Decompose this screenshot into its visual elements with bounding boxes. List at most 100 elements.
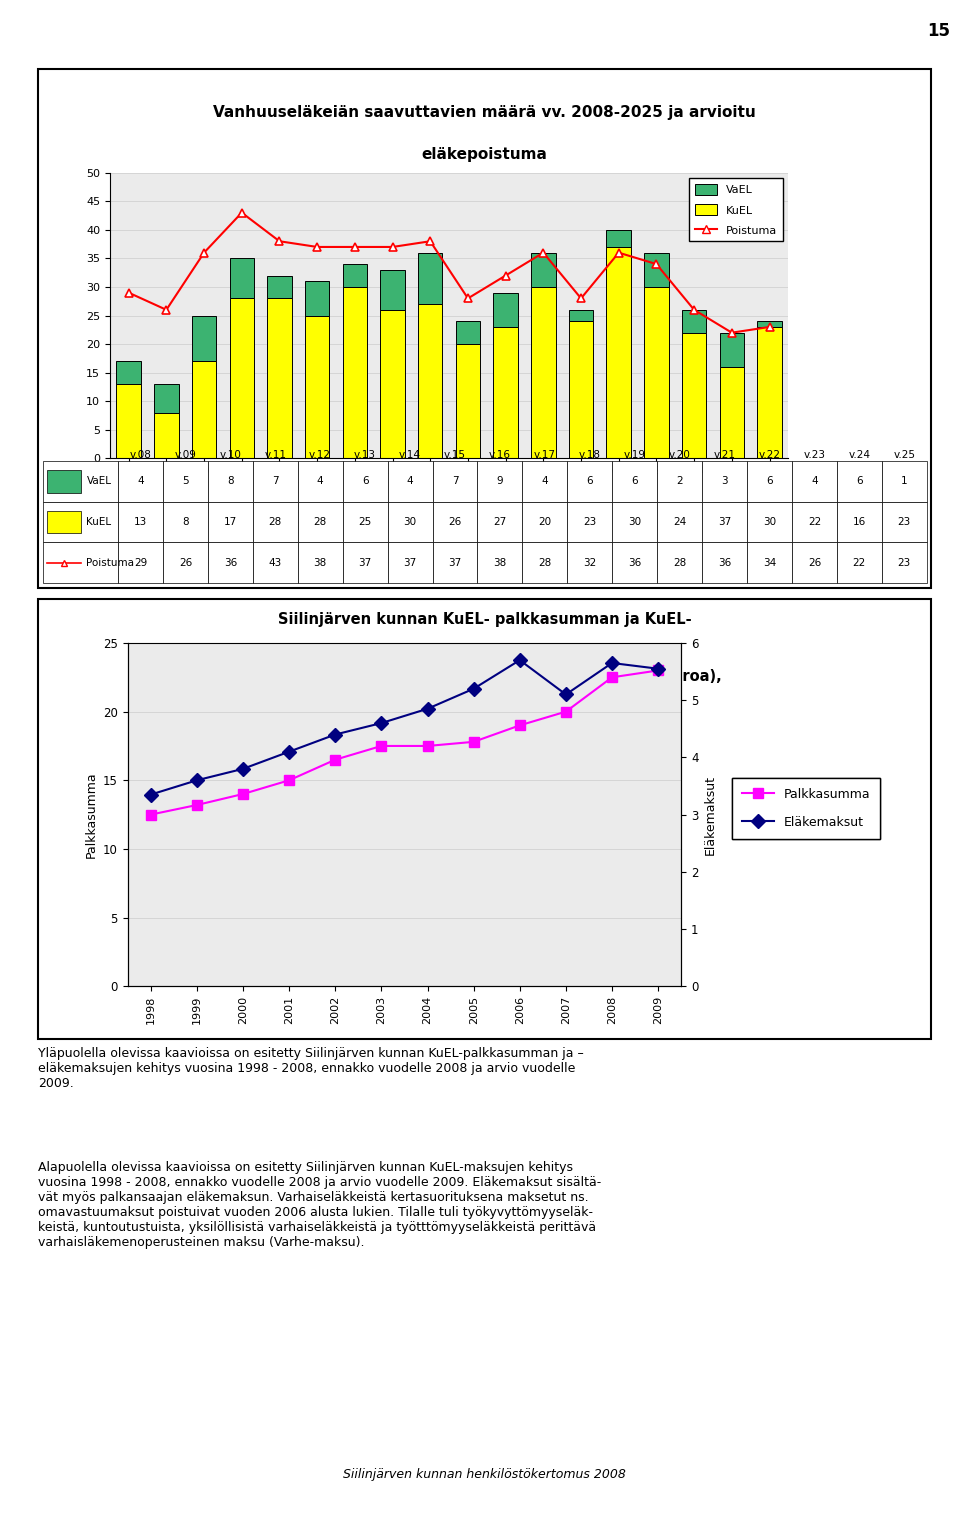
Bar xyxy=(837,501,882,542)
Bar xyxy=(305,281,329,316)
Text: 8: 8 xyxy=(182,516,189,527)
Text: 16: 16 xyxy=(852,516,866,527)
Bar xyxy=(343,501,388,542)
Bar xyxy=(208,542,252,584)
Bar xyxy=(252,542,298,584)
Bar xyxy=(208,461,252,501)
Bar xyxy=(388,461,433,501)
Text: 4: 4 xyxy=(407,477,414,486)
Text: 7: 7 xyxy=(272,477,278,486)
Bar xyxy=(477,461,522,501)
Text: Vanhuuseläkeiän saavuttavien määrä vv. 2008-2025 ja arvioitu: Vanhuuseläkeiän saavuttavien määrä vv. 2… xyxy=(213,105,756,121)
Text: 32: 32 xyxy=(583,558,596,568)
Bar xyxy=(192,316,216,361)
Bar xyxy=(43,542,118,584)
Text: 25: 25 xyxy=(358,516,372,527)
Text: 38: 38 xyxy=(493,558,507,568)
Bar xyxy=(298,461,343,501)
Text: v.16: v.16 xyxy=(489,449,511,460)
Text: v.11: v.11 xyxy=(264,449,286,460)
Bar xyxy=(644,252,669,287)
Bar xyxy=(882,461,926,501)
Bar xyxy=(418,304,443,458)
Bar xyxy=(792,501,837,542)
Text: 6: 6 xyxy=(587,477,593,486)
Text: 4: 4 xyxy=(317,477,324,486)
Bar xyxy=(792,461,837,501)
Text: 7: 7 xyxy=(451,477,458,486)
Text: v.14: v.14 xyxy=(399,449,421,460)
Bar xyxy=(658,542,702,584)
Text: 37: 37 xyxy=(448,558,462,568)
Bar xyxy=(607,229,631,248)
Bar xyxy=(267,298,292,458)
Bar xyxy=(155,413,179,458)
Bar xyxy=(682,310,707,333)
Bar xyxy=(267,275,292,298)
Bar xyxy=(298,501,343,542)
Bar xyxy=(567,461,612,501)
Bar xyxy=(305,316,329,458)
Text: v.10: v.10 xyxy=(220,449,241,460)
Text: v.13: v.13 xyxy=(354,449,376,460)
Text: Yläpuolella olevissa kaavioissa on esitetty Siilinjärven kunnan KuEL-palkkasumma: Yläpuolella olevissa kaavioissa on esite… xyxy=(38,1047,584,1089)
Bar xyxy=(607,248,631,458)
Bar xyxy=(567,542,612,584)
Text: 4: 4 xyxy=(137,477,144,486)
Bar xyxy=(388,501,433,542)
Bar xyxy=(658,461,702,501)
Text: 9: 9 xyxy=(496,477,503,486)
Text: v.20: v.20 xyxy=(669,449,690,460)
Text: 4: 4 xyxy=(811,477,818,486)
Legend: VaEL, KuEL, Poistuma: VaEL, KuEL, Poistuma xyxy=(689,179,782,241)
Text: v.15: v.15 xyxy=(444,449,466,460)
Bar xyxy=(343,542,388,584)
Text: 37: 37 xyxy=(403,558,417,568)
Bar xyxy=(229,298,254,458)
Text: 6: 6 xyxy=(362,477,369,486)
Y-axis label: Eläkemaksut: Eläkemaksut xyxy=(704,775,717,854)
Bar xyxy=(380,310,405,458)
Text: 26: 26 xyxy=(179,558,192,568)
Bar xyxy=(388,542,433,584)
Bar xyxy=(252,461,298,501)
Text: 6: 6 xyxy=(766,477,773,486)
Y-axis label: Palkkasumma: Palkkasumma xyxy=(84,772,98,857)
Text: v.22: v.22 xyxy=(758,449,780,460)
Bar xyxy=(837,461,882,501)
Text: 23: 23 xyxy=(898,516,911,527)
Text: 26: 26 xyxy=(448,516,462,527)
Text: 36: 36 xyxy=(224,558,237,568)
Text: v.18: v.18 xyxy=(579,449,601,460)
Bar xyxy=(837,542,882,584)
Text: 28: 28 xyxy=(673,558,686,568)
Bar xyxy=(882,501,926,542)
Text: VaEL: VaEL xyxy=(86,477,111,486)
Bar xyxy=(612,461,658,501)
Bar xyxy=(522,501,567,542)
Text: 4: 4 xyxy=(541,477,548,486)
Bar xyxy=(522,542,567,584)
Text: 22: 22 xyxy=(807,516,821,527)
Text: 24: 24 xyxy=(673,516,686,527)
Bar xyxy=(493,327,517,458)
Bar xyxy=(47,510,81,533)
Bar xyxy=(612,542,658,584)
Bar xyxy=(702,501,747,542)
Text: v. 2008 ennakko, v. 2009 arvio: v. 2008 ennakko, v. 2009 arvio xyxy=(359,727,611,741)
Text: 36: 36 xyxy=(628,558,641,568)
Text: v.08: v.08 xyxy=(130,449,152,460)
Bar xyxy=(343,461,388,501)
Text: 37: 37 xyxy=(718,516,732,527)
Bar xyxy=(568,321,593,458)
Text: 6: 6 xyxy=(632,477,638,486)
Bar xyxy=(531,252,556,287)
Bar xyxy=(792,542,837,584)
Legend: Palkkasumma, Eläkemaksut: Palkkasumma, Eläkemaksut xyxy=(732,778,880,839)
Text: 38: 38 xyxy=(314,558,326,568)
Text: 22: 22 xyxy=(852,558,866,568)
Bar xyxy=(747,461,792,501)
Text: 15: 15 xyxy=(927,21,950,40)
Text: v.23: v.23 xyxy=(804,449,826,460)
Bar xyxy=(567,501,612,542)
